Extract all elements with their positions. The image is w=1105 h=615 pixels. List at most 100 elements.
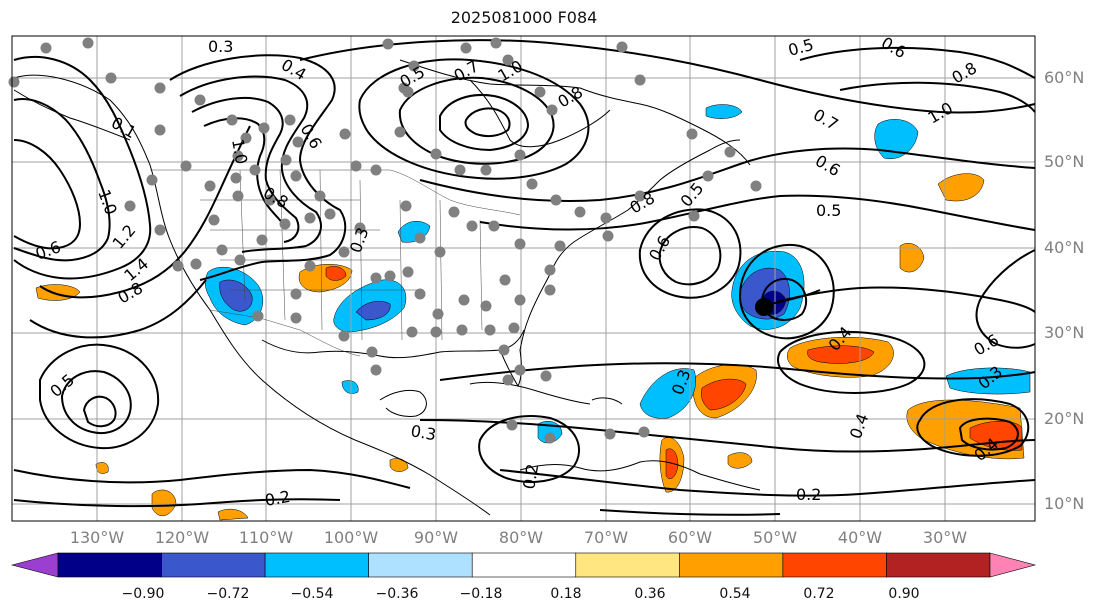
- anomaly-blue-small1: [705, 104, 743, 119]
- contour-north-band-5: [839, 81, 1036, 113]
- contour-pacific-south2: [13, 498, 341, 508]
- border-us-mexico: [209, 309, 361, 357]
- colorbar-tick-label: −0.90: [121, 586, 165, 602]
- border-us-canada: [150, 169, 521, 216]
- anomaly-red-texas: [325, 266, 347, 281]
- colorbar-tick-label: 0.90: [888, 586, 920, 602]
- colorbar-tick-label: 0.54: [719, 586, 751, 602]
- map-frame: [11, 35, 1036, 522]
- contour-subtrop-3: [499, 469, 1036, 497]
- contour-east-closed2: [958, 417, 1019, 451]
- lon-label-40w: 40°W: [837, 528, 883, 547]
- contour-midatl-1: [638, 208, 742, 299]
- contour-north-band-2: [419, 147, 1036, 202]
- colorbar-tick-label: −0.18: [459, 586, 503, 602]
- contour-subtrop-1: [439, 362, 1036, 381]
- observation-dots: [8, 37, 762, 444]
- contour-north-band-1: [299, 39, 1036, 114]
- colorbar-tick-label: 0.72: [803, 586, 835, 602]
- contour-cyclone-tail: [775, 286, 1036, 313]
- colorbar-tick-label: −0.72: [206, 586, 250, 602]
- contour-pacific-5: [29, 279, 207, 339]
- colorbar-segment: [368, 552, 473, 578]
- anomaly-orange-small1: [899, 243, 925, 273]
- anomaly-orange-small2: [727, 452, 753, 469]
- lon-label-30w: 30°W: [922, 528, 968, 547]
- coast-hispaniola: [591, 397, 623, 405]
- contour-west-3: [191, 96, 300, 243]
- colorbar-extend-max: [989, 552, 1037, 578]
- lon-label-130w: 130°W: [69, 528, 125, 547]
- anomaly-orange-north: [937, 173, 985, 202]
- anomaly-blue-east: [945, 367, 1031, 395]
- contour-east-closed: [916, 398, 1030, 457]
- contour-pacific-4: [39, 125, 251, 299]
- colorbar-extend-min: [10, 552, 59, 578]
- coast-southamerica: [519, 460, 761, 491]
- anomaly-orange-pacific2: [217, 508, 249, 521]
- colorbar-segment: [161, 552, 266, 578]
- contour-label: 1.0: [228, 137, 251, 165]
- contour-label: 0.3: [409, 421, 437, 444]
- colorbar-tick-label: −0.36: [375, 586, 419, 602]
- contour-west-2: [179, 75, 322, 253]
- anomaly-darkblue-gulf: [355, 301, 391, 321]
- contour-label: 0.2: [263, 487, 291, 510]
- lon-label-60w: 60°W: [667, 528, 713, 547]
- contour-cyclone-2: [760, 278, 808, 321]
- lon-label-80w: 80°W: [498, 528, 544, 547]
- cyclone-center: [755, 289, 821, 316]
- anomaly-darkblue-southwest: [219, 279, 253, 312]
- contour-label: 0.5: [816, 201, 841, 220]
- contour-midatl-2: [658, 226, 722, 286]
- coast-canada-north: [399, 59, 751, 166]
- contour-cyclone-1: [738, 244, 835, 340]
- border-states-1: [200, 199, 420, 291]
- contour-canada-high-3: [439, 94, 530, 152]
- lon-label-90w: 90°W: [413, 528, 459, 547]
- contour-subtrop-2: [419, 419, 1036, 453]
- contour-north-band-3: [479, 194, 1036, 231]
- contour-subtrop-4: [599, 509, 781, 516]
- map-title: 2025081000 F084: [450, 8, 598, 27]
- lon-label-50w: 50°W: [752, 528, 798, 547]
- contour-pacific-south: [13, 468, 411, 489]
- anomaly-blue-small2: [341, 380, 359, 394]
- contour-pacific-2: [13, 98, 111, 262]
- contour-pacific-3: [13, 139, 82, 250]
- colorbar-tick-label: 0.36: [634, 586, 666, 602]
- contours: [13, 39, 1036, 516]
- contour-pacific-1: [13, 56, 152, 280]
- lat-label-50n: 50°N: [1044, 152, 1085, 171]
- coast-yucatan: [379, 389, 427, 417]
- colorbar-segment: [471, 552, 577, 578]
- contour-sw-closed2: [60, 370, 132, 434]
- contour-central-closed: [777, 330, 926, 394]
- lon-label-120w: 120°W: [154, 528, 210, 547]
- contour-label: 0.2: [796, 485, 821, 504]
- map-background: [12, 36, 1035, 521]
- colorbar: [10, 552, 1037, 578]
- lat-label-10n: 10°N: [1044, 494, 1085, 513]
- colorbar-segment: [264, 552, 369, 578]
- anomaly-blue-caribbean: [639, 368, 696, 419]
- coast-cuba: [469, 381, 591, 405]
- colorbar-segment: [782, 552, 887, 578]
- lat-label-30n: 30°N: [1044, 323, 1085, 342]
- colorbar-segment: [886, 552, 991, 578]
- colorbar-segment: [57, 552, 162, 578]
- contour-label: 0.2: [519, 462, 542, 490]
- anomaly-red-caribbean: [701, 378, 747, 411]
- lat-label-20n: 20°N: [1044, 409, 1085, 428]
- lon-label-100w: 100°W: [323, 528, 379, 547]
- contour-carib-closed: [478, 415, 580, 483]
- borders: [150, 169, 521, 357]
- border-states-2: [239, 169, 483, 341]
- lat-label-40n: 40°N: [1044, 238, 1085, 257]
- contour-canada-high-1: [358, 58, 590, 180]
- colorbar-tick-label: 0.18: [550, 586, 582, 602]
- colorbar-segment: [679, 552, 784, 578]
- lon-label-70w: 70°W: [583, 528, 629, 547]
- contour-canada-high-4: [464, 107, 511, 138]
